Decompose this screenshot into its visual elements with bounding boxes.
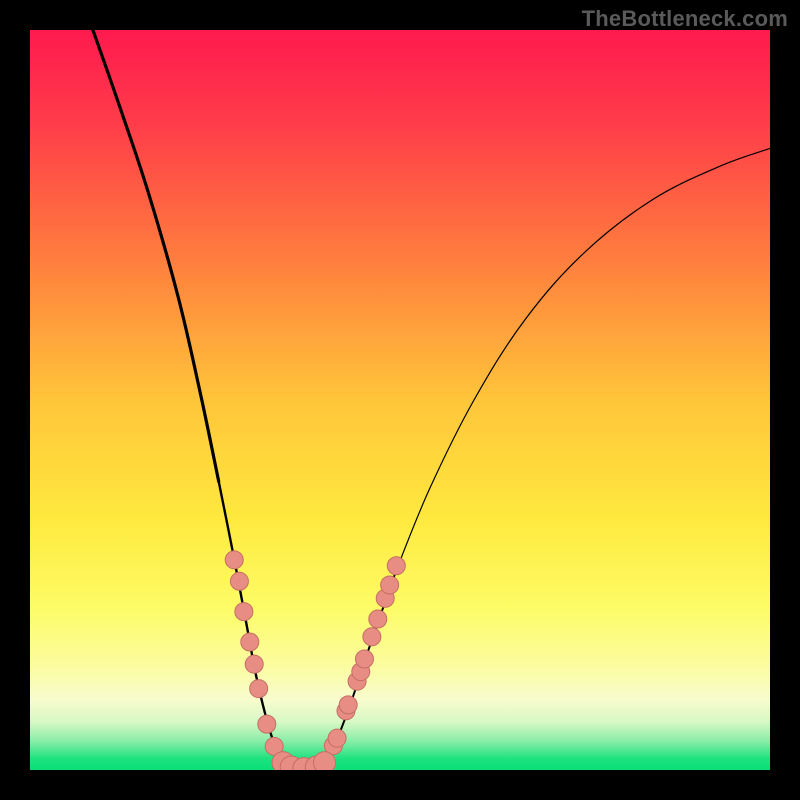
data-marker [363, 628, 381, 646]
data-marker [328, 729, 346, 747]
data-marker [235, 603, 253, 621]
data-marker [250, 680, 268, 698]
watermark-text: TheBottleneck.com [582, 6, 788, 32]
data-marker [258, 715, 276, 733]
data-marker [381, 576, 399, 594]
chart-canvas: TheBottleneck.com [0, 0, 800, 800]
data-marker [369, 610, 387, 628]
data-marker [225, 551, 243, 569]
chart-svg [30, 30, 770, 770]
data-marker [245, 655, 263, 673]
data-marker [314, 752, 336, 770]
data-marker [387, 557, 405, 575]
data-marker [339, 696, 357, 714]
data-marker [355, 650, 373, 668]
data-marker [241, 633, 259, 651]
plot-area [30, 30, 770, 770]
data-marker [230, 572, 248, 590]
gradient-background [30, 30, 770, 770]
